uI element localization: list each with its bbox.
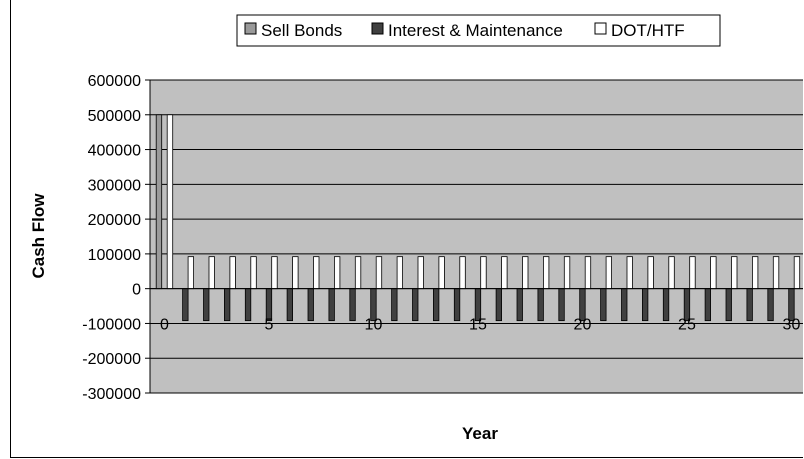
y-axis-title: Cash Flow — [29, 193, 48, 279]
bar-dot-htf-26 — [710, 256, 717, 290]
bar-interest-maintenance-27 — [725, 288, 732, 322]
bar-sell-bonds-0 — [155, 114, 163, 290]
bar-dot-htf-11 — [396, 256, 404, 290]
bar-interest-maintenance-6 — [286, 288, 294, 322]
bar-dot-htf-25 — [689, 256, 696, 290]
bar-interest-maintenance-3 — [223, 288, 231, 322]
bar-dot-htf-16 — [501, 256, 508, 290]
bar-interest-maintenance-7 — [307, 288, 314, 322]
y-tick-label: 500000 — [88, 108, 141, 125]
x-tick-label: 30 — [783, 317, 801, 334]
bar-dot-htf-3 — [229, 256, 236, 290]
bar-dot-htf-24 — [668, 256, 675, 290]
bar-dot-htf-22 — [626, 256, 633, 290]
bar-dot-htf-27 — [731, 256, 738, 290]
bar-interest-maintenance-24 — [662, 288, 670, 322]
bar-interest-maintenance-2 — [203, 288, 210, 322]
bar-interest-maintenance-16 — [495, 288, 503, 322]
bar-interest-maintenance-11 — [391, 288, 398, 322]
x-tick-label: 10 — [365, 317, 383, 334]
legend-swatch — [244, 22, 257, 35]
bar-interest-maintenance-23 — [642, 288, 649, 322]
x-tick-label: 5 — [264, 317, 273, 334]
bar-interest-maintenance-29 — [767, 288, 774, 322]
bar-interest-maintenance-12 — [412, 288, 419, 322]
bar-interest-maintenance-13 — [432, 288, 440, 322]
bar-interest-maintenance-17 — [516, 288, 523, 322]
bar-dot-htf-10 — [375, 256, 383, 290]
legend-label: DOT/HTF — [611, 21, 685, 40]
legend-swatch — [594, 22, 607, 35]
bar-dot-htf-14 — [459, 256, 466, 290]
legend-swatch — [371, 22, 384, 35]
bar-dot-htf-2 — [208, 256, 215, 290]
bar-dot-htf-17 — [522, 256, 529, 290]
bar-dot-htf-9 — [354, 256, 362, 290]
y-tick-label: 300000 — [88, 177, 141, 194]
y-tick-label: -100000 — [82, 316, 141, 333]
bar-dot-htf-23 — [647, 256, 654, 290]
plot-area — [150, 80, 803, 393]
y-tick-label: 100000 — [88, 247, 141, 264]
legend-label: Sell Bonds — [261, 21, 342, 40]
bar-dot-htf-29 — [772, 256, 780, 290]
bar-dot-htf-20 — [584, 256, 592, 290]
x-tick-labels: 0 5 10 15 20 25 30 — [160, 317, 800, 334]
bar-dot-htf-28 — [752, 256, 759, 290]
bar-dot-htf-8 — [333, 256, 341, 290]
bar-dot-htf-12 — [417, 256, 424, 290]
bar-dot-htf-21 — [605, 256, 612, 290]
bar-interest-maintenance-22 — [621, 288, 628, 322]
bar-dot-htf-18 — [543, 256, 550, 290]
legend: Sell Bonds Interest & Maintenance DOT/HTF — [236, 14, 721, 47]
bar-dot-htf-0 — [166, 114, 174, 290]
y-tick-label: -300000 — [82, 386, 141, 403]
bar-dot-htf-6 — [292, 256, 299, 290]
legend-label: Interest & Maintenance — [388, 21, 563, 40]
bar-interest-maintenance-1 — [182, 288, 189, 322]
bar-dot-htf-30 — [793, 256, 801, 290]
x-tick-label: 25 — [678, 317, 696, 334]
x-tick-label: 0 — [160, 317, 169, 334]
y-tick-labels: -300000 -200000 -100000 0 100000 200000 300000… — [82, 73, 150, 403]
bar-interest-maintenance-8 — [328, 288, 335, 322]
legend-box — [236, 14, 721, 47]
bar-interest-maintenance-9 — [349, 288, 356, 322]
bar-dot-htf-4 — [250, 256, 257, 290]
y-tick-label: 200000 — [88, 212, 141, 229]
bar-interest-maintenance-19 — [558, 288, 565, 322]
x-axis-title: Year — [462, 424, 498, 443]
y-tick-label: -200000 — [82, 351, 141, 368]
bar-interest-maintenance-4 — [244, 288, 252, 322]
bar-interest-maintenance-21 — [600, 288, 607, 322]
y-tick-label: 0 — [132, 282, 141, 299]
x-tick-label: 20 — [574, 317, 592, 334]
bar-interest-maintenance-28 — [746, 288, 753, 322]
bar-dot-htf-15 — [480, 256, 487, 290]
bar-dot-htf-1 — [187, 256, 195, 290]
bar-dot-htf-13 — [438, 256, 445, 290]
x-tick-label: 15 — [469, 317, 487, 334]
bars — [155, 114, 801, 322]
bar-dot-htf-7 — [313, 256, 320, 290]
bar-interest-maintenance-18 — [537, 288, 544, 322]
bar-dot-htf-19 — [563, 256, 571, 290]
bar-dot-htf-5 — [271, 256, 278, 290]
bar-interest-maintenance-14 — [453, 288, 461, 322]
bar-interest-maintenance-26 — [704, 288, 711, 322]
chart-frame — [10, 0, 803, 458]
y-tick-label: 600000 — [88, 73, 141, 90]
y-tick-label: 400000 — [88, 143, 141, 160]
